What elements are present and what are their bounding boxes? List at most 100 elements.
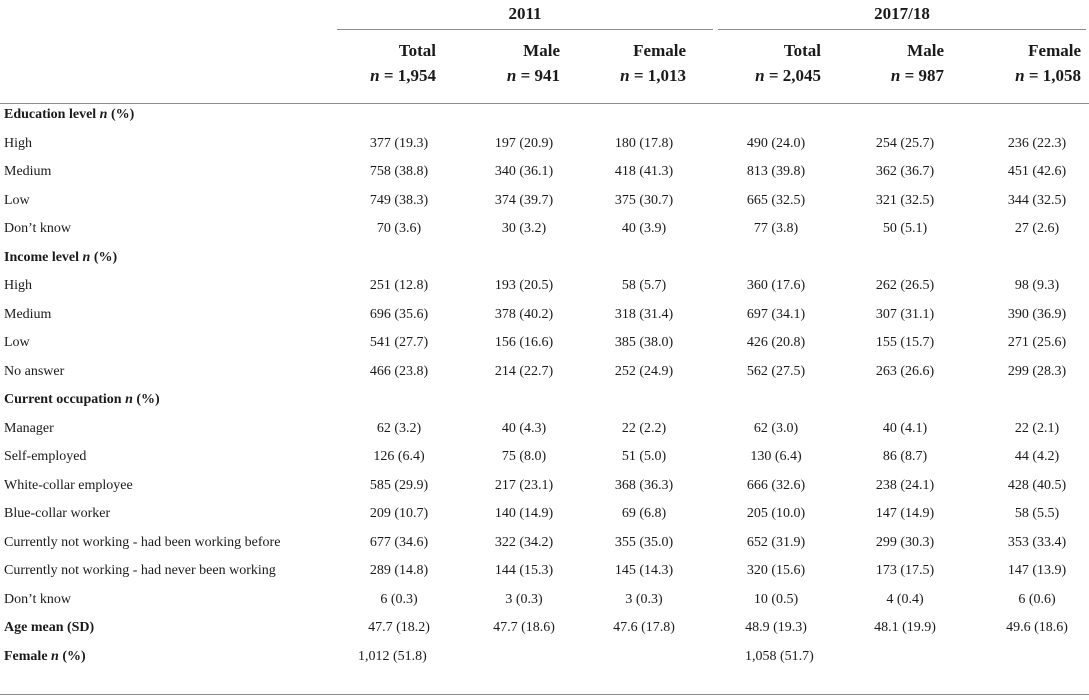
table-cell: 6 (0.3) — [380, 591, 418, 607]
row-label-text: Current occupation — [4, 392, 122, 407]
table-row: High 251 (12.8) 193 (20.5) 58 (5.7) 360 (17.… — [0, 272, 1089, 300]
n-symbol: n — [620, 66, 630, 85]
table-cell: 22 (2.2) — [621, 420, 667, 436]
column-header-n: n = 2,045 — [697, 63, 821, 88]
row-label: Medium — [4, 301, 51, 329]
equals-sign: = — [379, 66, 398, 85]
column-header-2: Female n = 1,013 — [562, 38, 686, 88]
column-header-4: Male n = 987 — [820, 38, 944, 88]
table-cell: 10 (0.5) — [753, 591, 799, 607]
row-label-text: Education level — [4, 107, 97, 122]
column-header-label: Female — [633, 41, 686, 60]
table-cell: 4 (0.4) — [886, 591, 924, 607]
table-cell: 140 (14.9) — [494, 506, 554, 521]
n-symbol: n — [506, 66, 517, 85]
table-cell: 696 (35.6) — [369, 306, 429, 322]
table-cell: 40 (3.9) — [621, 221, 667, 236]
table-cell: 490 (24.0) — [746, 135, 806, 151]
n-symbol: n — [755, 66, 765, 85]
table-cell: 214 (22.7) — [494, 363, 554, 379]
table-cell: 217 (23.1) — [494, 477, 554, 493]
row-label: Education level n (%) — [4, 101, 134, 129]
table-cell: 62 (3.2) — [376, 420, 422, 436]
row-label-suffix: (%) — [132, 392, 160, 407]
row-label: Don’t know — [4, 586, 71, 614]
year-2017-rule — [718, 29, 1086, 30]
table-cell: 353 (33.4) — [1007, 534, 1067, 550]
table-cell: 126 (6.4) — [373, 449, 425, 464]
row-label: Currently not working - had never been w… — [4, 557, 276, 585]
table-cell: 6 (0.6) — [1018, 591, 1056, 607]
table-cell: 355 (35.0) — [614, 534, 674, 550]
table-row: Female n (%) 1,012 (51.8) 1,058 (51.7) — [0, 643, 1089, 671]
row-label-text: Self-employed — [4, 449, 87, 464]
row-label-text: No answer — [4, 363, 65, 379]
row-label: Low — [4, 329, 30, 357]
row-label-suffix: (%) — [58, 648, 86, 664]
row-label: No answer — [4, 358, 64, 386]
table-cell: 180 (17.8) — [614, 135, 674, 151]
table-cell: 289 (14.8) — [369, 563, 429, 578]
table-cell: 144 (15.3) — [494, 563, 554, 578]
table-cell: 377 (19.3) — [369, 135, 429, 151]
table-row: Low 749 (38.3) 374 (39.7) 375 (30.7) 665 (32… — [0, 187, 1089, 215]
table-cell: 147 (14.9) — [875, 506, 935, 521]
equals-sign: = — [629, 66, 648, 85]
n-symbol: n — [51, 648, 59, 664]
row-label-text: Currently not working - had never been w… — [4, 563, 276, 578]
table-cell: 677 (34.6) — [369, 534, 429, 550]
row-label-text: High — [4, 135, 32, 151]
table-cell: 299 (30.3) — [875, 534, 935, 550]
table-row: White-collar employee 585 (29.9) 217 (23.1… — [0, 472, 1089, 500]
table-cell: 378 (40.2) — [494, 306, 554, 322]
row-label-text: Female — [4, 648, 48, 664]
n-symbol: n — [125, 392, 133, 407]
year-2011-rule — [337, 29, 713, 30]
table-row: Blue-collar worker 209 (10.7) 140 (14.9) 69… — [0, 500, 1089, 528]
table-cell: 69 (6.8) — [621, 506, 667, 521]
table-cell: 418 (41.3) — [614, 164, 674, 179]
row-label: Blue-collar worker — [4, 500, 110, 528]
row-label: High — [4, 272, 32, 300]
table-cell: 47.6 (17.8) — [613, 620, 675, 635]
table-bottom-rule — [0, 694, 1089, 695]
table-cell: 22 (2.1) — [1014, 420, 1060, 436]
table-cell: 98 (9.3) — [1014, 278, 1060, 293]
table-cell: 451 (42.6) — [1007, 164, 1067, 179]
table-row: No answer 466 (23.8) 214 (22.7) 252 (24.9) 5… — [0, 358, 1089, 386]
row-label: Age mean (SD) — [4, 614, 94, 642]
table-cell: 368 (36.3) — [614, 477, 674, 493]
table-cell: 263 (26.6) — [875, 363, 935, 379]
n-symbol: n — [1015, 66, 1025, 85]
table-cell: 390 (36.9) — [1007, 306, 1067, 322]
table-row: Don’t know 6 (0.3) 3 (0.3) 3 (0.3) 10 (0.5) 4… — [0, 586, 1089, 614]
table-cell: 77 (3.8) — [753, 221, 799, 236]
table-row: Low 541 (27.7) 156 (16.6) 385 (38.0) 426 (20… — [0, 329, 1089, 357]
table-row: Don’t know 70 (3.6) 30 (3.2) 40 (3.9) 77 (3.… — [0, 215, 1089, 243]
n-symbol: n — [82, 249, 91, 265]
table-row: Medium 758 (38.8) 340 (36.1) 418 (41.3) 813 … — [0, 158, 1089, 186]
table-cell: 48.1 (19.9) — [874, 620, 936, 635]
table-row: Self-employed 126 (6.4) 75 (8.0) 51 (5.0) 13… — [0, 443, 1089, 471]
column-header-0: Total n = 1,954 — [312, 38, 436, 88]
column-header-label: Male — [907, 41, 944, 60]
table-cell: 541 (27.7) — [369, 335, 429, 350]
table-cell: 322 (34.2) — [494, 534, 554, 550]
row-label-text: Currently not working - had been working… — [4, 534, 281, 550]
table-cell: 666 (32.6) — [746, 477, 806, 493]
equals-sign: = — [900, 66, 919, 85]
table-cell: 562 (27.5) — [746, 363, 806, 379]
table-cell: 193 (20.5) — [494, 278, 554, 293]
table-cell: 374 (39.7) — [494, 192, 554, 208]
table-row: High 377 (19.3) 197 (20.9) 180 (17.8) 490 (2… — [0, 130, 1089, 158]
column-header-n: n = 987 — [820, 63, 944, 88]
table-cell: 321 (32.5) — [875, 192, 935, 208]
equals-sign: = — [764, 66, 783, 85]
row-label: Current occupation n (%) — [4, 386, 160, 414]
table-cell: 51 (5.0) — [621, 449, 667, 464]
row-label-text: White-collar employee — [4, 477, 133, 493]
column-header-n: n = 1,058 — [957, 63, 1081, 88]
n-value: 987 — [918, 66, 945, 85]
table-cell: 130 (6.4) — [750, 449, 802, 464]
row-label-text: Income level — [4, 249, 80, 265]
